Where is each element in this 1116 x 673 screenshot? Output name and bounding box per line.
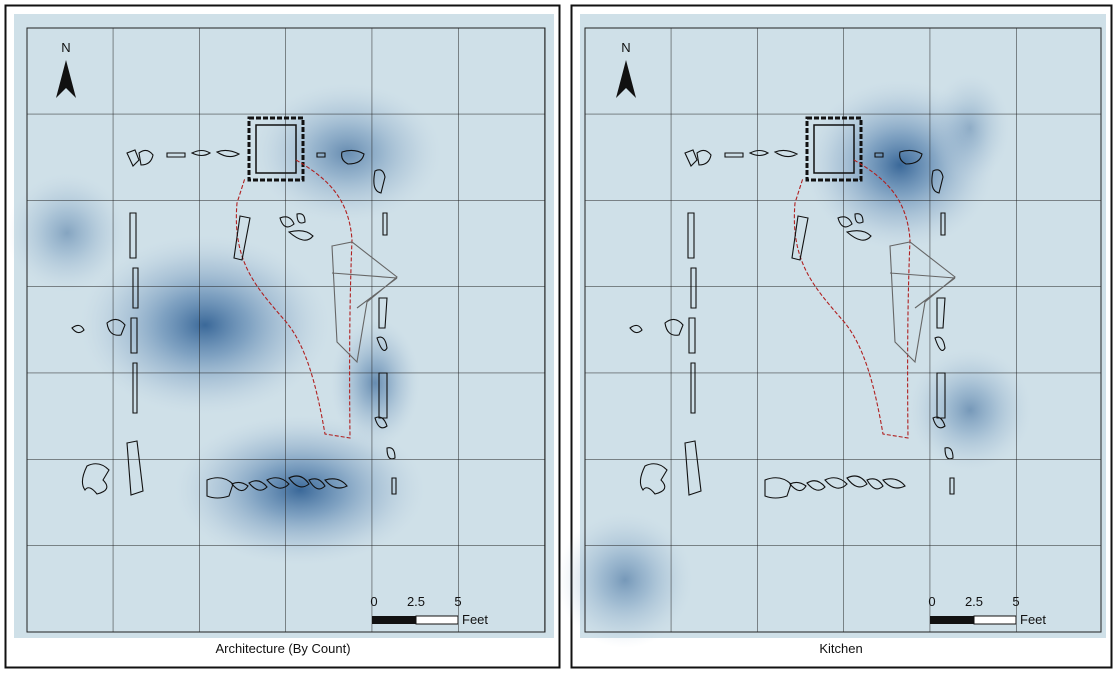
scale-bar (372, 616, 416, 624)
scale-bar (930, 616, 974, 624)
north-label: N (61, 40, 70, 55)
scale-bar (415, 615, 459, 625)
scale-unit: Feet (462, 612, 488, 627)
scale-label: 5 (1012, 594, 1019, 609)
grid (584, 27, 1102, 633)
north-arrow (56, 60, 76, 98)
scale-bar (973, 615, 1017, 625)
scale-label: 2.5 (965, 594, 983, 609)
panel: N 0 2.5 5 Feet Architecture (By Count) (4, 4, 561, 669)
scale-label: 0 (370, 594, 377, 609)
panel: N 0 2.5 5 Feet Kitchen (557, 4, 1113, 669)
scale-label: 2.5 (407, 594, 425, 609)
grid (26, 27, 546, 633)
north-label: N (621, 40, 630, 55)
scale-label: 5 (454, 594, 461, 609)
map (7, 27, 546, 633)
caption: Architecture (By Count) (215, 641, 350, 656)
north-arrow (616, 60, 636, 98)
scale-unit: Feet (1020, 612, 1046, 627)
map (557, 27, 1102, 648)
scale-label: 0 (928, 594, 935, 609)
caption: Kitchen (819, 641, 862, 656)
